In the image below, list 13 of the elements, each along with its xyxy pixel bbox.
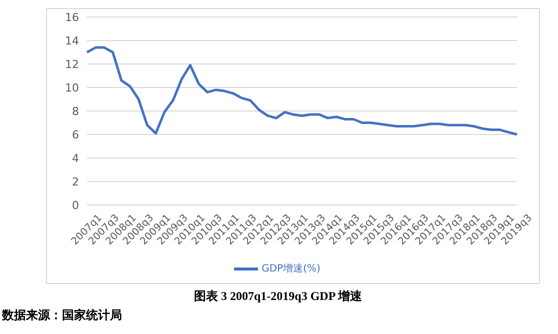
y-tick-label: 16 <box>65 10 79 24</box>
text: 图表 3 2007q1-2019q3 GDP 增速 <box>192 288 363 305</box>
y-tick-label: 2 <box>72 175 79 188</box>
y-tick-label: 14 <box>65 34 79 48</box>
y-tick-label: 10 <box>65 81 79 94</box>
source-note: 数据来源：国家统计局 <box>2 307 123 324</box>
y-tick-label: 12 <box>65 58 79 71</box>
y-tick-label: 6 <box>72 128 79 142</box>
y-tick-label: 8 <box>72 104 79 118</box>
line-series <box>86 46 518 136</box>
y-tick-label: 0 <box>72 198 79 212</box>
y-tick-label: 4 <box>72 152 79 165</box>
legend-label: GDP增速(%) <box>262 264 320 275</box>
